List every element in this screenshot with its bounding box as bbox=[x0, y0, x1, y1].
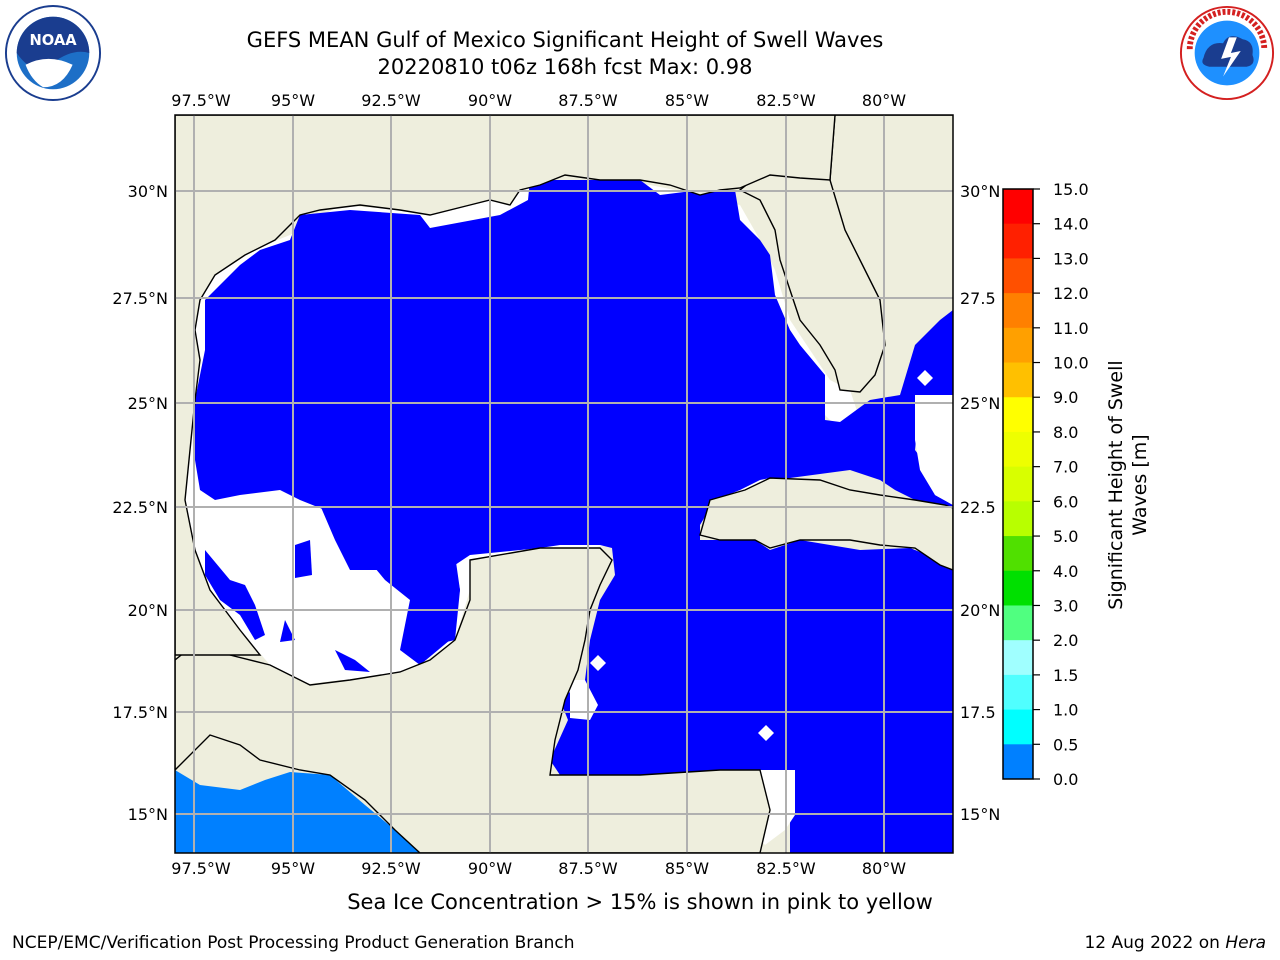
lon-tick-bottom-3: 90°W bbox=[468, 859, 512, 878]
colorbar-segment-8 bbox=[1003, 466, 1033, 502]
colorbar-tick-0: 15.0 bbox=[1053, 180, 1089, 199]
lon-tick-top-2: 92.5°W bbox=[361, 91, 421, 110]
sea-ice-note: Sea Ice Concentration > 15% is shown in … bbox=[347, 890, 933, 914]
colorbar-tick-16: 0.5 bbox=[1053, 735, 1078, 754]
map-frame bbox=[174, 114, 954, 854]
host-name: Hera bbox=[1225, 933, 1266, 953]
colorbar-tick-9: 6.0 bbox=[1053, 492, 1078, 511]
credit-text: NCEP/EMC/Verification Post Processing Pr… bbox=[12, 933, 575, 953]
swell-field-main bbox=[195, 180, 953, 853]
chart-subtitle: 20220810 t06z 168h fcst Max: 0.98 bbox=[377, 55, 753, 79]
lat-tick-left-6: 15°N bbox=[128, 805, 168, 824]
noaa-logo: NOAA bbox=[4, 4, 102, 102]
colorbar-segment-1 bbox=[1003, 223, 1033, 259]
colorbar-tick-15: 1.0 bbox=[1053, 701, 1078, 720]
colorbar-tick-14: 1.5 bbox=[1053, 666, 1078, 685]
lon-tick-bottom-6: 82.5°W bbox=[756, 859, 816, 878]
lat-tick-left-2: 25°N bbox=[128, 394, 168, 413]
colorbar-tick-12: 3.0 bbox=[1053, 596, 1078, 615]
colorbar-frame bbox=[1002, 188, 1034, 780]
colorbar-segment-0 bbox=[1003, 189, 1033, 225]
lon-tick-top-4: 87.5°W bbox=[558, 91, 618, 110]
lat-tick-right-3: 22.5 bbox=[960, 498, 996, 517]
colorbar-segment-6 bbox=[1003, 397, 1033, 433]
colorbar-tick-7: 8.0 bbox=[1053, 423, 1078, 442]
colorbar-segment-5 bbox=[1003, 362, 1033, 398]
colorbar-segment-16 bbox=[1003, 744, 1033, 780]
colorbar-tick-4: 11.0 bbox=[1053, 319, 1089, 338]
lon-tick-bottom-1: 95°W bbox=[271, 859, 315, 878]
lon-tick-top-6: 82.5°W bbox=[756, 91, 816, 110]
colorbar-segment-7 bbox=[1003, 431, 1033, 468]
colorbar-segment-4 bbox=[1003, 327, 1033, 364]
lat-tick-right-6: 15°N bbox=[960, 805, 1000, 824]
chart-title: GEFS MEAN Gulf of Mexico Significant Hei… bbox=[246, 28, 884, 52]
colorbar-tick-10: 5.0 bbox=[1053, 527, 1078, 546]
lat-tick-left-0: 30°N bbox=[128, 182, 168, 201]
colorbar-tick-2: 13.0 bbox=[1053, 249, 1089, 268]
lon-tick-bottom-4: 87.5°W bbox=[558, 859, 618, 878]
lat-tick-left-3: 22.5°N bbox=[112, 498, 168, 517]
lon-tick-bottom-7: 80°W bbox=[862, 859, 906, 878]
colorbar-tick-17: 0.0 bbox=[1053, 770, 1078, 789]
colorbar-tick-8: 7.0 bbox=[1053, 458, 1078, 477]
lon-tick-bottom-2: 92.5°W bbox=[361, 859, 421, 878]
land-cuba bbox=[699, 477, 953, 571]
lon-tick-top-3: 90°W bbox=[468, 91, 512, 110]
lat-tick-right-1: 27.5 bbox=[960, 289, 996, 308]
nws-logo bbox=[1179, 5, 1275, 101]
colorbar-segment-14 bbox=[1003, 674, 1033, 711]
lat-tick-right-4: 20°N bbox=[960, 601, 1000, 620]
colorbar-segment-10 bbox=[1003, 536, 1033, 572]
lat-tick-right-5: 17.5 bbox=[960, 703, 996, 722]
colorbar-segment-13 bbox=[1003, 640, 1033, 676]
colorbar-tick-5: 10.0 bbox=[1053, 354, 1089, 373]
colorbar-segment-11 bbox=[1003, 570, 1033, 606]
colorbar-tick-3: 12.0 bbox=[1053, 284, 1089, 303]
lon-tick-top-0: 97.5°W bbox=[171, 91, 231, 110]
swell-field-pacific bbox=[175, 770, 420, 853]
colorbar: 15.0 14.0 13.0 12.0 11.0 10.0 9.0 8.0 7.0 6.0 5.0 4… bbox=[1002, 180, 1089, 789]
lat-tick-left-1: 27.5°N bbox=[112, 289, 168, 308]
gridlines bbox=[175, 115, 953, 853]
lon-tick-top-1: 95°W bbox=[271, 91, 315, 110]
lat-tick-left-4: 20°N bbox=[128, 601, 168, 620]
lon-tick-bottom-0: 97.5°W bbox=[171, 859, 231, 878]
noaa-logo-text: NOAA bbox=[29, 32, 77, 49]
colorbar-segment-9 bbox=[1003, 501, 1033, 537]
colorbar-tick-13: 2.0 bbox=[1053, 631, 1078, 650]
lat-tick-right-2: 25°N bbox=[960, 394, 1000, 413]
colorbar-tick-6: 9.0 bbox=[1053, 388, 1078, 407]
lon-tick-top-7: 80°W bbox=[862, 91, 906, 110]
date-text: 12 Aug 2022 on bbox=[1084, 933, 1226, 953]
colorbar-tick-11: 4.0 bbox=[1053, 562, 1078, 581]
lon-tick-bottom-5: 85°W bbox=[665, 859, 709, 878]
colorbar-segment-3 bbox=[1003, 293, 1033, 329]
lon-tick-top-5: 85°W bbox=[665, 91, 709, 110]
colorbar-label: Significant Height of Swell Waves [m] bbox=[1105, 360, 1151, 610]
date-stamp: 12 Aug 2022 on Hera bbox=[1084, 933, 1266, 953]
colorbar-segment-15 bbox=[1003, 709, 1033, 745]
lat-tick-left-5: 17.5°N bbox=[112, 703, 168, 722]
colorbar-segment-2 bbox=[1003, 258, 1033, 294]
colorbar-tick-1: 14.0 bbox=[1053, 215, 1089, 234]
colorbar-segment-12 bbox=[1003, 605, 1033, 641]
lat-tick-right-0: 30°N bbox=[960, 182, 1000, 201]
